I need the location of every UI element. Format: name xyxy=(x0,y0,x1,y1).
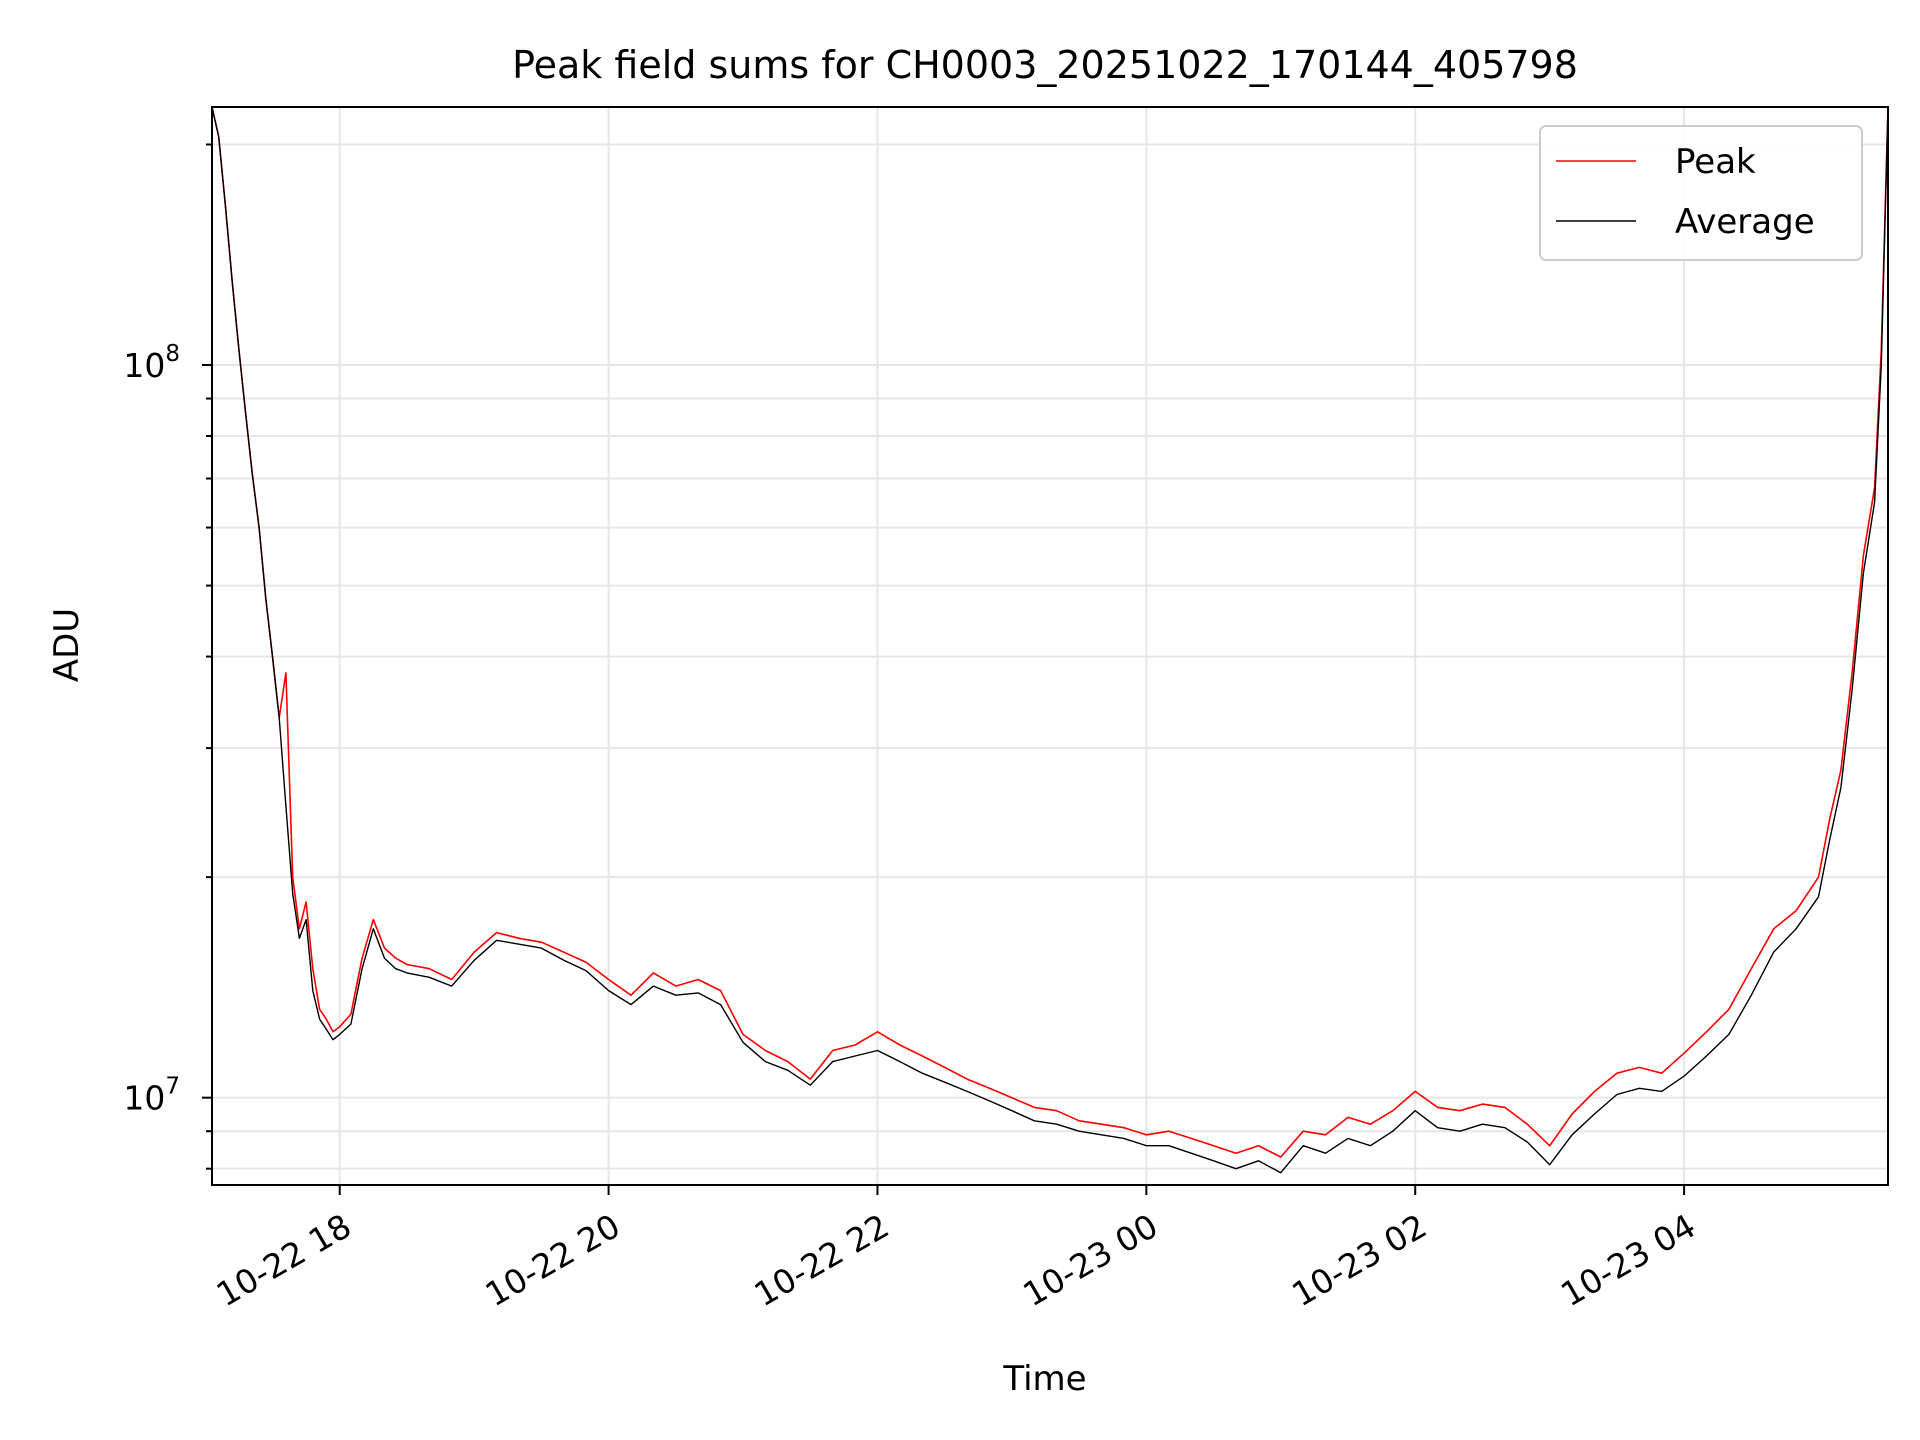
legend-label-peak: Peak xyxy=(1675,142,1756,182)
axis-ticks xyxy=(202,143,1686,1195)
plot-frame xyxy=(211,106,1889,1186)
legend: Peak Average xyxy=(1539,125,1863,261)
chart-title: Peak field sums for CH0003_20251022_1701… xyxy=(512,43,1578,87)
x-axis-label: Time xyxy=(1002,1359,1086,1399)
series-line-peak xyxy=(211,106,1889,1158)
y-tick-label: 108 xyxy=(123,341,180,385)
y-tick-labels: 107 108 xyxy=(123,341,180,1118)
series-lines xyxy=(211,106,1889,1174)
series-line-average xyxy=(211,106,1889,1174)
legend-box xyxy=(1539,125,1863,261)
y-tick-label: 107 xyxy=(123,1074,180,1118)
legend-label-average: Average xyxy=(1675,202,1815,242)
y-axis-label: ADU xyxy=(47,608,87,682)
